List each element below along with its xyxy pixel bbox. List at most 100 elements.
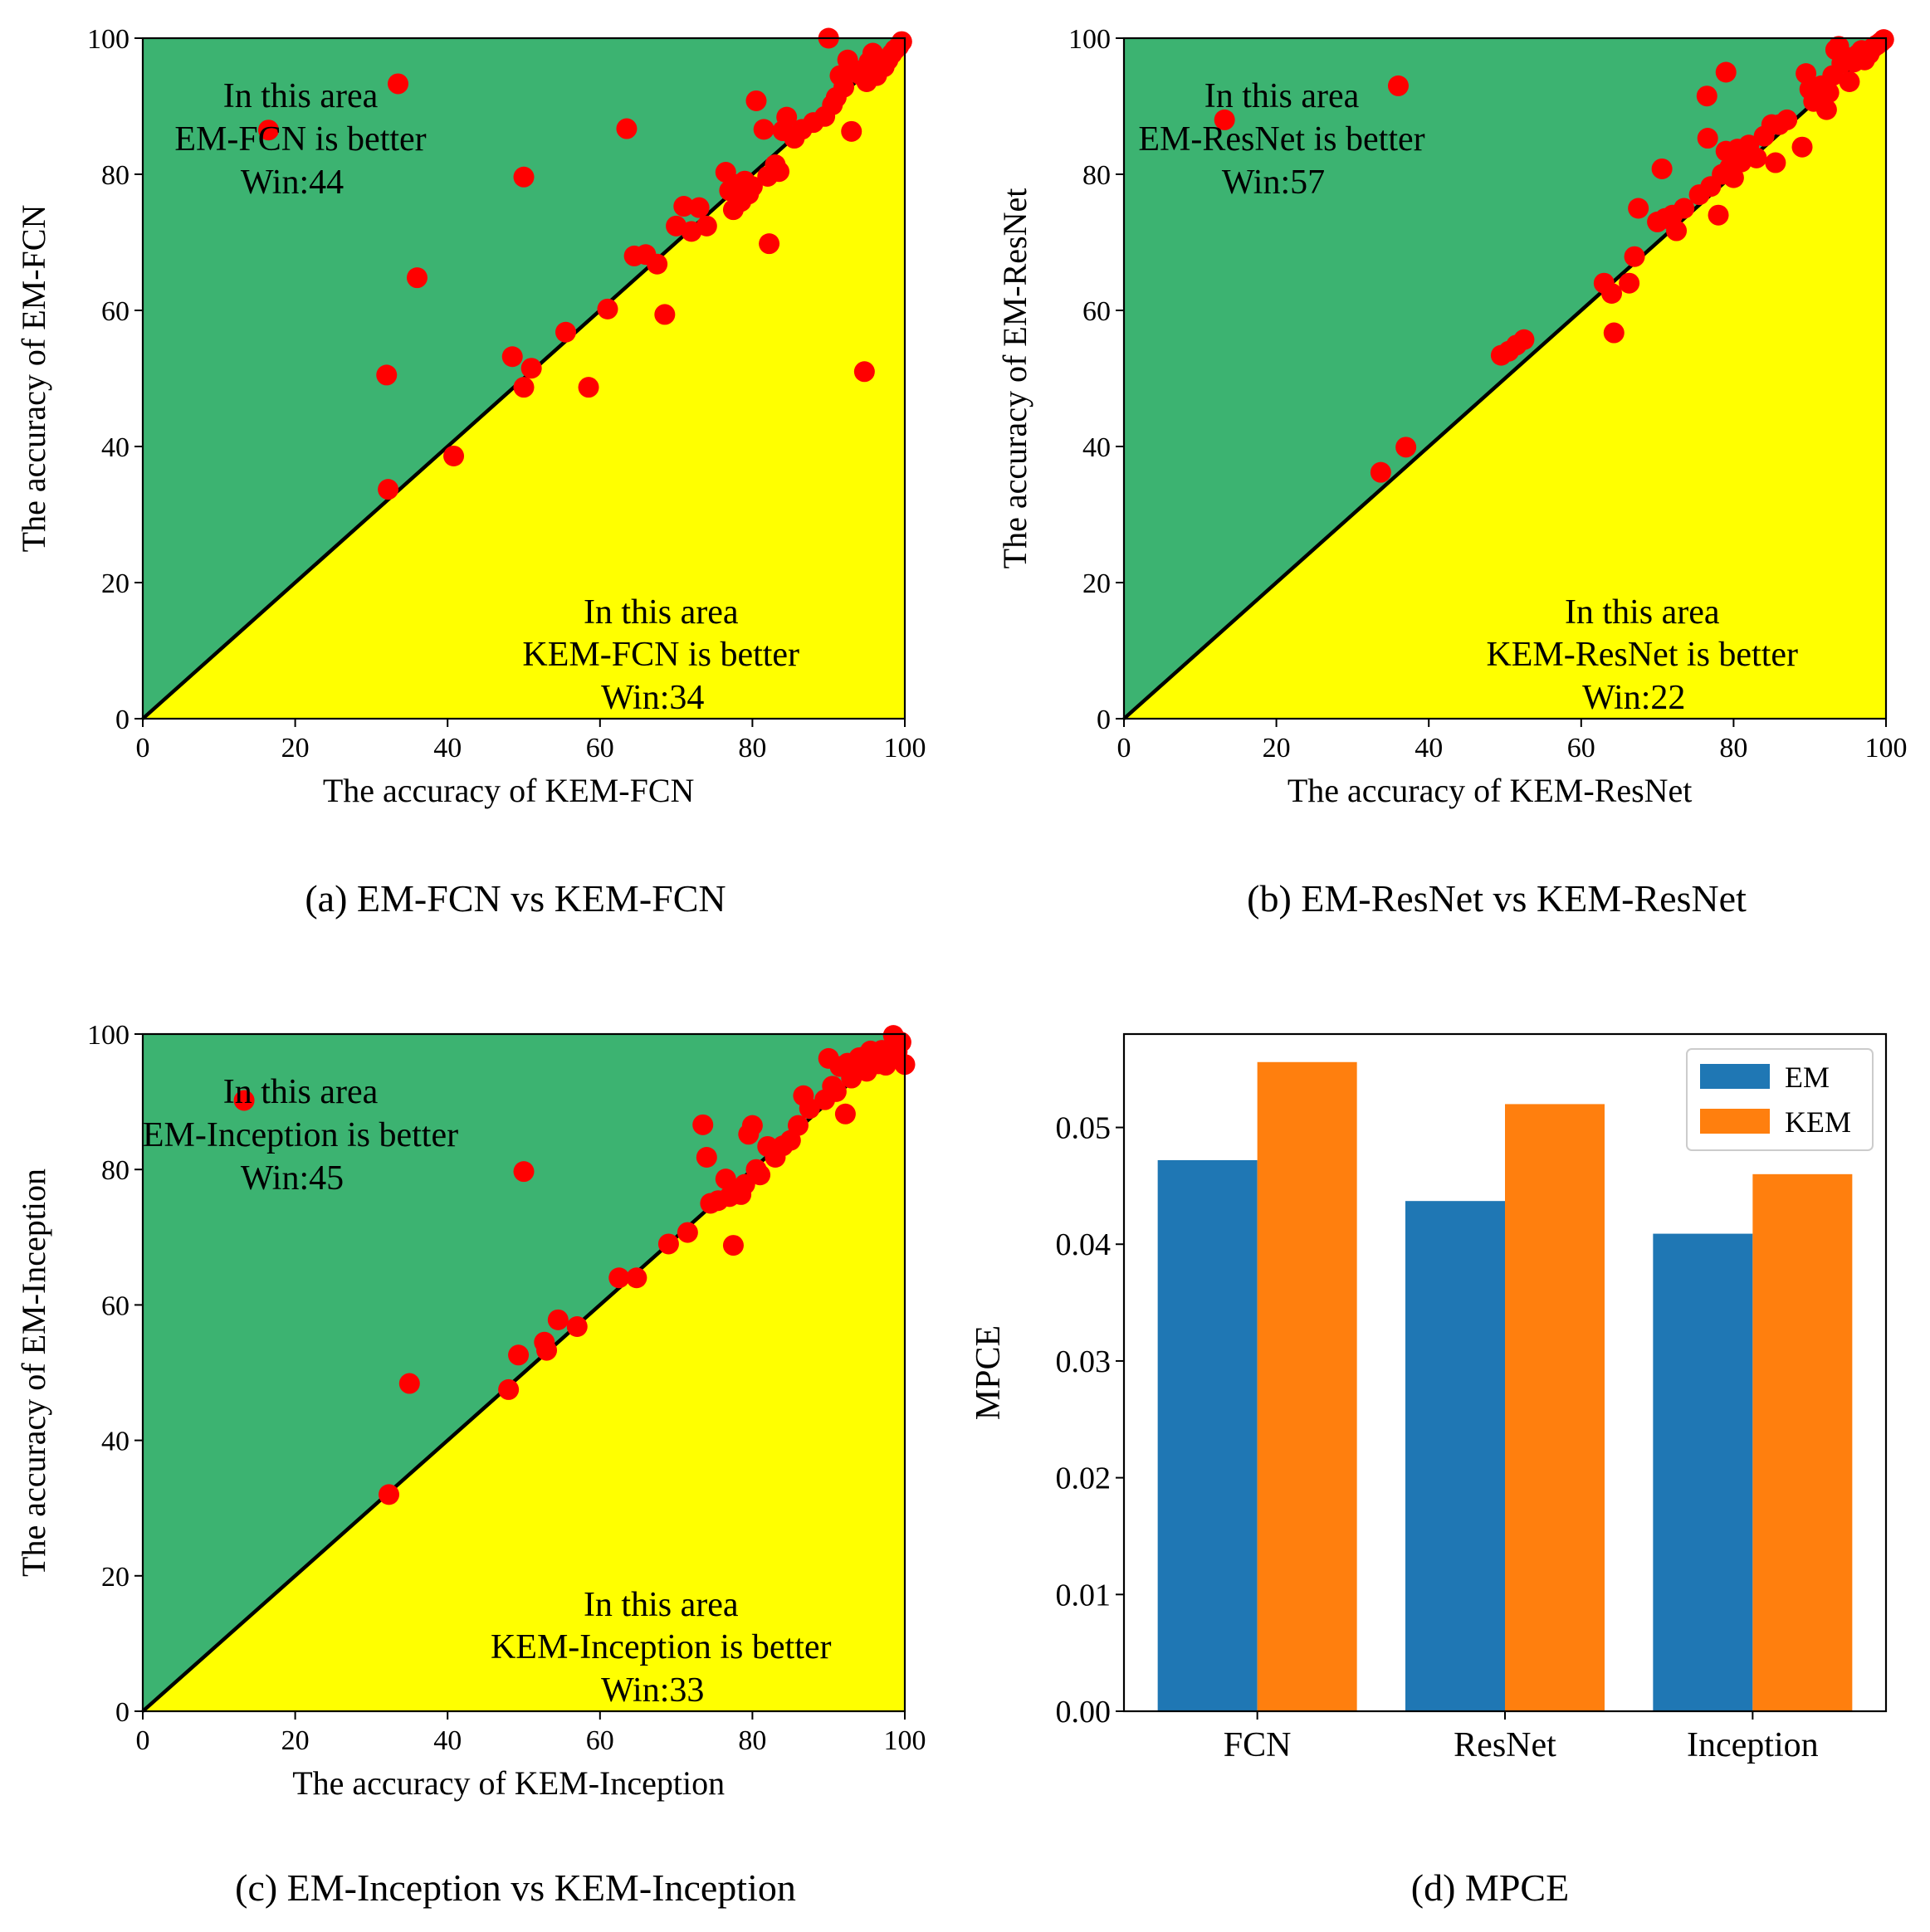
data-point (841, 120, 862, 142)
y-tick-label: 20 (101, 1562, 129, 1593)
upper-annotation-line: In this area (1204, 77, 1360, 115)
y-tick-label: 0.02 (1056, 1461, 1112, 1496)
data-point (1722, 167, 1744, 188)
x-tick-label: 100 (884, 733, 926, 764)
x-tick-label: FCN (1224, 1726, 1292, 1764)
lower-annotation-line: Win:33 (601, 1671, 704, 1710)
data-point (1873, 29, 1894, 51)
data-point (745, 90, 767, 111)
data-point (657, 1233, 679, 1255)
y-tick-label: 0 (115, 1697, 129, 1728)
data-point (1624, 246, 1645, 267)
y-tick-label: 0.00 (1056, 1695, 1112, 1730)
data-point (376, 364, 398, 386)
data-point (647, 253, 668, 275)
y-axis-label: The accuracy of EM-FCN (15, 205, 52, 553)
y-tick-label: 80 (101, 160, 129, 191)
data-point (378, 479, 399, 500)
bar-kem (1505, 1104, 1605, 1711)
data-point (677, 1222, 698, 1243)
upper-annotation-line: Win:45 (241, 1159, 344, 1198)
data-point (388, 73, 409, 95)
upper-annotation-line: Win:57 (1222, 163, 1325, 202)
x-tick-label: 40 (1415, 733, 1443, 764)
data-point (1601, 283, 1623, 304)
x-tick-label: 60 (1567, 733, 1595, 764)
data-point (513, 1161, 535, 1183)
y-tick-label: 40 (101, 432, 129, 463)
data-point (741, 1115, 763, 1136)
data-point (776, 106, 798, 128)
lower-annotation-line: In this area (584, 593, 739, 632)
data-point (520, 358, 542, 379)
bar-kem (1257, 1061, 1357, 1711)
lower-annotation-line: Win:22 (1582, 679, 1685, 717)
data-point (769, 161, 790, 183)
lower-annotation-line: Win:34 (601, 679, 704, 717)
data-point (722, 1235, 744, 1256)
lower-annotation-line: KEM-Inception is better (491, 1628, 832, 1666)
data-point (1619, 272, 1640, 294)
y-tick-label: 0 (115, 705, 129, 735)
x-axis-label: The accuracy of KEM-FCN (323, 772, 695, 809)
y-tick-label: 0.01 (1056, 1578, 1112, 1612)
legend-swatch-kem (1700, 1109, 1770, 1134)
data-point (750, 1164, 771, 1186)
data-point (513, 377, 535, 398)
data-point (1791, 136, 1813, 158)
data-point (578, 377, 599, 398)
y-axis-label: The accuracy of EM-Inception (15, 1168, 52, 1577)
plot-frame (141, 1032, 906, 1713)
plot-frame (141, 37, 906, 720)
lower-annotation-line: In this area (584, 1586, 739, 1624)
y-axis-label: MPCE (970, 1325, 1008, 1420)
scatter-panel-a: 0 20 40 60 80 100 0 20 40 60 80 100 The accuracy of … (15, 24, 926, 920)
data-point (1818, 82, 1840, 104)
data-point (1673, 198, 1695, 219)
data-point (443, 445, 465, 466)
data-point (688, 197, 710, 218)
x-tick-label: Inception (1687, 1726, 1819, 1764)
y-tick-label: 20 (1082, 568, 1111, 599)
lower-annotation-line: KEM-ResNet is better (1486, 636, 1798, 674)
upper-annotation-line: Win:44 (241, 163, 344, 202)
data-point (1839, 71, 1860, 92)
data-point (536, 1339, 558, 1361)
x-tick-label: 80 (738, 733, 766, 764)
data-point (1708, 204, 1729, 226)
data-point (501, 346, 523, 368)
data-point (799, 1098, 820, 1120)
lower-annotation-line: In this area (1565, 593, 1720, 632)
y-tick-label: 0.03 (1056, 1344, 1112, 1379)
x-tick-label: 100 (884, 1725, 926, 1756)
data-point (1603, 322, 1625, 344)
upper-annotation-line: EM-FCN is better (174, 120, 426, 159)
data-point (654, 304, 676, 325)
y-tick-label: 40 (101, 1427, 129, 1457)
plot-frame (1122, 1032, 1888, 1713)
y-tick-label: 0.04 (1056, 1227, 1112, 1262)
y-tick-label: 60 (101, 296, 129, 327)
data-point (547, 1309, 569, 1330)
data-point (825, 1081, 847, 1102)
data-point (406, 267, 428, 289)
x-tick-label: 80 (738, 1725, 766, 1756)
data-point (833, 76, 855, 98)
panel-caption: (d) MPCE (1411, 1866, 1569, 1909)
upper-annotation-line: In this area (223, 1073, 379, 1111)
y-tick-label: 40 (1082, 432, 1111, 463)
data-point (741, 176, 763, 198)
y-tick-label: 100 (1068, 24, 1111, 55)
data-point (853, 361, 875, 383)
data-point (1395, 437, 1417, 458)
data-point (696, 1147, 717, 1168)
data-point (233, 1090, 255, 1111)
x-tick-label: 40 (433, 1725, 462, 1756)
panel-caption: (c) EM-Inception vs KEM-Inception (235, 1866, 796, 1909)
data-point (398, 1373, 420, 1394)
y-tick-label: 100 (87, 1020, 129, 1051)
data-point (608, 1267, 630, 1289)
data-point (891, 31, 912, 52)
y-tick-label: 80 (101, 1155, 129, 1186)
data-point (1697, 128, 1718, 149)
